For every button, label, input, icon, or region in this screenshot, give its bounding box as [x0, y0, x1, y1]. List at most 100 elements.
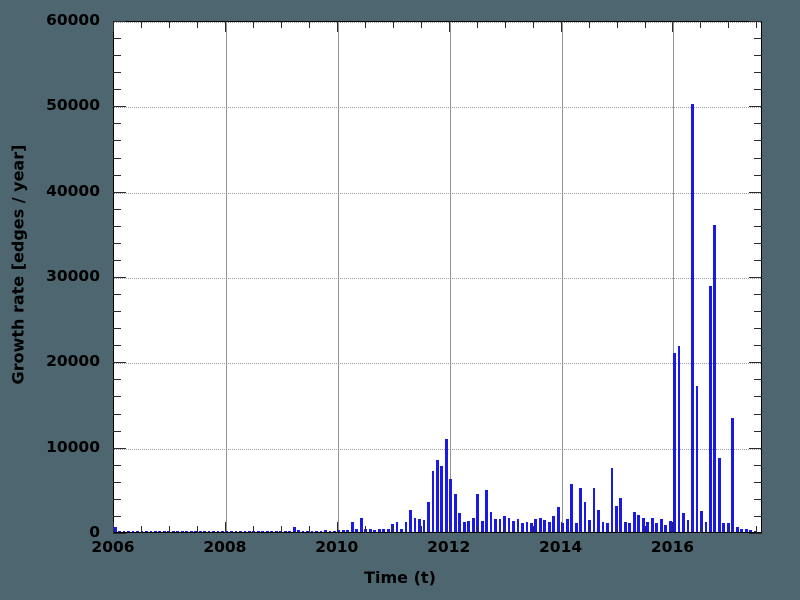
bar — [538, 518, 542, 532]
bar — [427, 502, 430, 532]
y-tick-right — [754, 498, 762, 500]
bar — [735, 526, 739, 532]
bar — [333, 530, 336, 532]
bar — [521, 522, 524, 532]
gridline-x-2012 — [449, 22, 451, 532]
x-tick-label-2006: 2006 — [91, 538, 135, 556]
bar — [256, 530, 260, 532]
x-tick-bottom — [644, 526, 646, 533]
bar — [610, 468, 614, 532]
bar — [588, 520, 591, 532]
bar — [207, 530, 211, 532]
y-tick-left — [113, 533, 126, 534]
y-tick-right — [749, 277, 762, 278]
bar — [601, 521, 605, 532]
x-tick-bottom — [504, 526, 506, 533]
bar — [543, 520, 547, 532]
x-tick-bottom — [420, 526, 422, 533]
bar — [744, 529, 748, 532]
bar — [315, 530, 318, 532]
x-tick-bottom — [588, 526, 590, 533]
bar — [409, 509, 412, 532]
bar — [471, 518, 475, 532]
y-tick-left — [113, 55, 121, 57]
y-tick-right — [754, 174, 762, 176]
y-tick-right — [754, 481, 762, 483]
y-tick-left — [113, 464, 121, 466]
x-tick-bottom — [168, 526, 170, 533]
bar — [171, 530, 175, 532]
bar — [359, 517, 363, 532]
gridline-y-10000 — [114, 448, 761, 450]
y-tick-right — [749, 191, 762, 193]
bar — [418, 519, 421, 532]
gridline-y-60000 — [114, 22, 761, 23]
x-tick-top — [700, 21, 702, 28]
y-tick-left — [113, 72, 121, 74]
bar — [212, 530, 215, 532]
bar — [467, 520, 471, 532]
bar — [319, 530, 323, 532]
x-tick-bottom — [476, 526, 478, 533]
x-tick-bottom — [280, 526, 282, 533]
x-tick-bottom — [616, 526, 618, 533]
bar — [413, 517, 417, 532]
y-axis-title: Growth rate [edges / year] — [8, 144, 28, 385]
y-tick-right — [754, 464, 762, 466]
bar — [297, 529, 300, 532]
bar — [131, 530, 135, 532]
bar — [579, 487, 582, 532]
bar — [574, 523, 578, 532]
y-tick-left — [113, 311, 121, 313]
bar — [118, 530, 121, 532]
x-tick-top — [504, 21, 506, 28]
bar — [355, 529, 359, 532]
x-tick-top — [448, 21, 450, 32]
bar — [279, 530, 283, 532]
bar — [561, 523, 565, 532]
bar — [341, 530, 345, 532]
bar — [637, 514, 641, 532]
bar — [476, 494, 480, 532]
x-tick-top — [728, 21, 730, 28]
y-tick-left — [113, 106, 126, 108]
bar — [498, 519, 502, 532]
bar — [440, 466, 444, 532]
y-tick-left — [113, 123, 121, 125]
bar — [503, 515, 506, 532]
gridline-x-2008 — [225, 22, 227, 532]
x-tick-bottom — [308, 526, 310, 533]
x-tick-bottom — [532, 526, 534, 533]
y-tick-right — [754, 311, 762, 313]
y-tick-right — [754, 208, 762, 210]
bar — [145, 530, 148, 532]
bar — [350, 521, 354, 532]
x-tick-bottom — [336, 522, 338, 533]
bar — [252, 530, 256, 532]
x-tick-top — [420, 21, 422, 28]
x-tick-label-2010: 2010 — [315, 538, 359, 556]
bar — [306, 530, 309, 532]
bar — [547, 521, 551, 532]
bar — [740, 528, 744, 532]
bar — [485, 490, 488, 532]
x-tick-bottom — [224, 522, 226, 533]
y-tick-right — [754, 396, 762, 398]
bar — [127, 530, 130, 532]
y-tick-left — [113, 225, 121, 227]
y-tick-label-0: 0 — [89, 523, 100, 541]
y-tick-right — [749, 106, 762, 108]
bar — [261, 530, 265, 532]
y-tick-right — [749, 447, 762, 449]
x-tick-top — [252, 21, 254, 28]
bar — [247, 530, 251, 532]
y-tick-left — [113, 21, 126, 22]
y-tick-right — [754, 38, 762, 40]
bar — [301, 530, 305, 532]
bar — [641, 518, 645, 532]
y-tick-right — [754, 157, 762, 159]
bar — [198, 530, 202, 532]
bar — [480, 520, 484, 532]
bar — [386, 529, 390, 532]
